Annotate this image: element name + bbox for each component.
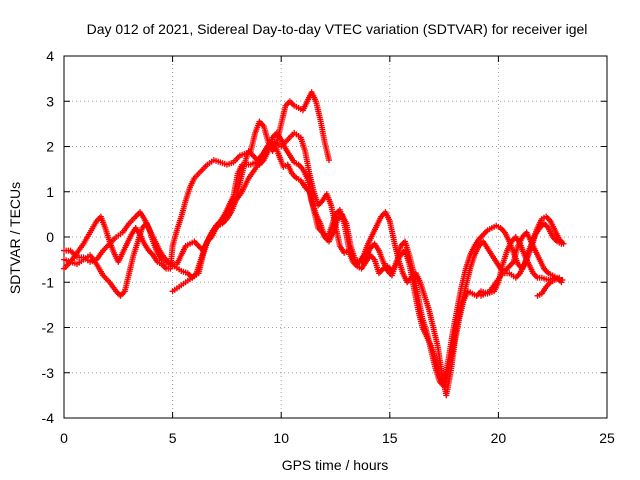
x-tick-label: 0	[60, 430, 68, 446]
x-tick-label: 10	[273, 430, 289, 446]
x-tick-label: 25	[599, 430, 615, 446]
axis-ticks	[63, 55, 608, 419]
x-axis-label: GPS time / hours	[282, 457, 389, 473]
data-point	[556, 274, 563, 281]
y-tick-label: 2	[46, 139, 54, 155]
data-point	[560, 240, 567, 247]
y-tick-label: -2	[42, 320, 55, 336]
x-tick-label: 15	[382, 430, 398, 446]
y-tick-label: -3	[42, 365, 55, 381]
y-axis-label: SDTVAR / TECUs	[7, 182, 23, 294]
data-point	[325, 157, 332, 164]
y-tick-label: -4	[42, 410, 55, 426]
y-tick-label: 3	[46, 93, 54, 109]
y-tick-label: 4	[46, 48, 54, 64]
y-tick-label: 0	[46, 229, 54, 245]
x-tick-label: 20	[491, 430, 507, 446]
x-tick-label: 5	[169, 430, 177, 446]
data-points	[61, 89, 567, 399]
data-point	[559, 276, 566, 283]
chart-title: Day 012 of 2021, Sidereal Day-to-day VTE…	[87, 21, 588, 37]
y-tick-label: 1	[46, 184, 54, 200]
tick-labels: 0 5 10 15 20 25 -4 -3 -2 -1 0 1 2 3 4	[42, 48, 615, 446]
y-tick-label: -1	[42, 274, 55, 290]
